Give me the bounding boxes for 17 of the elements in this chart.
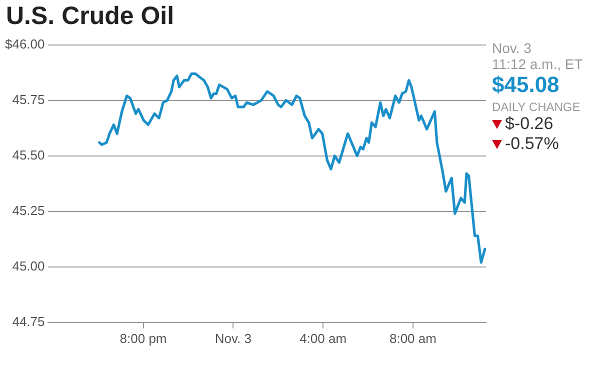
x-tick-label: 8:00 pm — [120, 330, 167, 346]
y-tick-label: 45.00 — [12, 258, 45, 274]
y-tick-label: 44.75 — [12, 314, 45, 329]
x-tick-label: 8:00 am — [389, 330, 436, 346]
text: 11:12 a.m., ET — [492, 56, 583, 72]
text: -0.57% — [505, 134, 559, 153]
text: $45.08 — [492, 72, 560, 97]
y-tick-label: 45.50 — [12, 147, 45, 162]
y-tick-label: 45.25 — [12, 202, 45, 218]
text: Nov. 3 — [492, 40, 532, 56]
text: $-0.26 — [505, 114, 554, 133]
y-tick-label: $46.00 — [4, 36, 45, 52]
x-tick-label: Nov. 3 — [214, 330, 252, 346]
text: DAILY CHANGE — [492, 100, 580, 114]
chart-title: U.S. Crude Oil — [6, 2, 174, 31]
x-tick-label: 4:00 am — [300, 330, 347, 346]
y-tick-label: 45.75 — [12, 92, 45, 107]
